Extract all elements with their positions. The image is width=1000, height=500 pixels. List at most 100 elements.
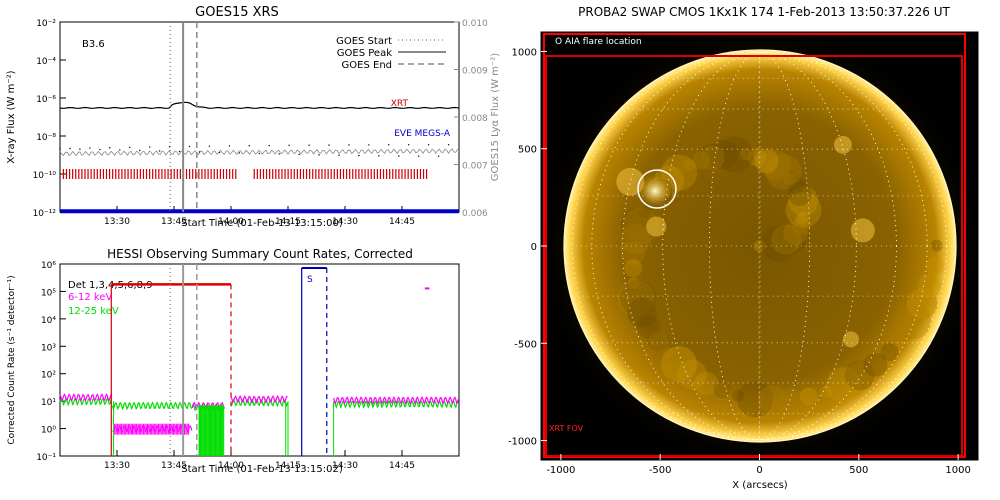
swap-xtick-label: 500: [849, 465, 868, 476]
swap-texture-blob: [691, 151, 710, 170]
swap-texture-blob: [917, 273, 942, 298]
hessi-legend-low: 6-12 keV: [68, 292, 112, 303]
swap-xtick-label: -500: [649, 465, 672, 476]
hessi-panel: HESSI Observing Summary Count Rates, Cor…: [7, 247, 460, 475]
swap-texture-blob: [661, 346, 674, 359]
swap-texture-blob: [676, 359, 707, 390]
goes-xtick-label: 14:30: [332, 217, 358, 227]
swap-texture-blob: [783, 221, 808, 246]
swap-texture-blob: [795, 212, 808, 225]
swap-active-region: [842, 331, 859, 348]
swap-texture-blob: [740, 148, 753, 161]
swap-lat-lon-grid: [565, 51, 954, 441]
hessi-ytick-label: 10⁰: [41, 426, 56, 436]
goes-short-dot: [308, 144, 310, 146]
swap-texture-blob: [799, 388, 818, 407]
goes-short-dot: [288, 144, 290, 147]
swap-axis-ticks: -1000 -500 0 500 1000 1000 500 0 -500 -1000: [508, 47, 971, 476]
goes-short-dot: [378, 155, 380, 157]
swap-longitude-line: [591, 51, 928, 441]
hessi-xtick-label: 14:30: [332, 461, 358, 471]
swap-ytick-label: -1000: [508, 437, 537, 448]
goes-short-dot: [258, 152, 260, 155]
swap-texture-blob: [737, 381, 774, 418]
goes-short-channel: [59, 148, 458, 157]
goes-short-dot: [328, 144, 330, 146]
goes-ylabel-right: GOES15 Lyα Flux (W m⁻²): [490, 53, 501, 181]
goes-short-dot: [178, 150, 181, 153]
hessi-ytick-label: 10⁵: [41, 288, 56, 298]
swap-xlabel: X (arcsecs): [732, 480, 788, 491]
goes-short-dot: [79, 148, 81, 150]
goes-short-dot: [338, 154, 340, 156]
swap-texture-blob: [925, 256, 944, 275]
swap-texture-blob: [845, 361, 876, 392]
swap-texture-blob: [880, 343, 899, 362]
swap-longitude-line: [758, 51, 761, 441]
swap-title: PROBA2 SWAP CMOS 1Kx1K 174 1-Feb-2013 13…: [578, 5, 950, 19]
goes-short-dot: [129, 146, 131, 149]
goes-ytick-label: 10⁻¹²: [33, 209, 57, 219]
goes-ytick-label: 10⁻⁸: [36, 133, 56, 143]
goes-short-dot: [298, 153, 300, 156]
hessi-series-12: [333, 399, 459, 409]
goes-short-dot: [398, 155, 400, 157]
goes-ytick-label: 10⁻⁶: [36, 95, 56, 105]
swap-texture-blob: [753, 240, 766, 252]
hessi-legend-high: 12-25 keV: [68, 306, 119, 317]
goes-legend-end-label: GOES End: [342, 60, 392, 71]
swap-panel: PROBA2 SWAP CMOS 1Kx1K 174 1-Feb-2013 13…: [508, 5, 979, 491]
goes-y2tick-label: 0.008: [462, 114, 488, 124]
swap-texture-blob: [712, 381, 731, 400]
swap-texture-blob: [627, 277, 640, 290]
swap-flare-brightening: [639, 175, 671, 207]
hessi-series-12: [111, 401, 193, 411]
swap-limb: [563, 49, 957, 443]
swap-texture-blob: [907, 289, 938, 320]
hessi-series-6: [333, 396, 460, 406]
goes-plot-frame: [59, 21, 460, 213]
swap-texture-blob: [754, 149, 779, 174]
goes-xtick-label: 14:00: [218, 217, 244, 227]
swap-ytick-label: 1000: [512, 47, 537, 58]
hessi-saa-label: S: [307, 275, 313, 285]
goes-short-dot: [148, 146, 151, 148]
goes-eve-label: EVE MEGS-A: [394, 129, 451, 139]
swap-longitude-line: [708, 51, 811, 441]
goes-short-dot: [188, 145, 191, 148]
goes-xlabel: Start Time (01-Feb-13 13:15:00): [181, 218, 343, 229]
xrt-fov-box-inner: [545, 55, 963, 457]
swap-texture-blob: [661, 154, 698, 191]
swap-active-region: [850, 218, 875, 243]
goes-short-dot: [119, 149, 121, 151]
goes-short-dot: [248, 145, 251, 147]
goes-short-dot: [368, 144, 370, 146]
hessi-series-12: [230, 398, 289, 408]
swap-texture-blob: [619, 279, 656, 316]
goes-legend-start-label: GOES Start: [336, 36, 392, 47]
hessi-xtick-label: 13:30: [104, 461, 130, 471]
goes-short-dot: [218, 151, 221, 154]
goes-xtick-label: 14:45: [389, 217, 415, 227]
goes-short-dot: [408, 144, 410, 146]
swap-texture-blob: [765, 153, 802, 190]
hessi-ylabel: Corrected Count Rate (s⁻¹ detector⁻¹): [7, 275, 17, 444]
swap-legend-text: O AIA flare location: [555, 37, 642, 47]
swap-texture-blob: [771, 224, 802, 255]
goes-short-dot: [208, 145, 211, 147]
swap-texture-blob: [754, 147, 779, 172]
swap-ytick-label: -500: [514, 339, 537, 350]
swap-texture-blob: [660, 346, 697, 383]
swap-texture-blob: [717, 136, 754, 173]
hessi-ytick-label: 10¹: [41, 398, 56, 408]
hessi-legend-det: Det 1,3,4,5,6,8,9: [68, 280, 153, 291]
goes-short-dot: [228, 145, 231, 147]
swap-active-region: [833, 135, 852, 154]
goes-y2tick-label: 0.007: [462, 162, 488, 172]
swap-texture-blob: [683, 159, 696, 172]
swap-texture-blob: [712, 382, 731, 401]
goes-short-dot: [158, 150, 161, 152]
swap-texture-blob: [863, 352, 888, 377]
goes-short-dot: [198, 151, 201, 153]
swap-texture-blob: [760, 225, 797, 262]
